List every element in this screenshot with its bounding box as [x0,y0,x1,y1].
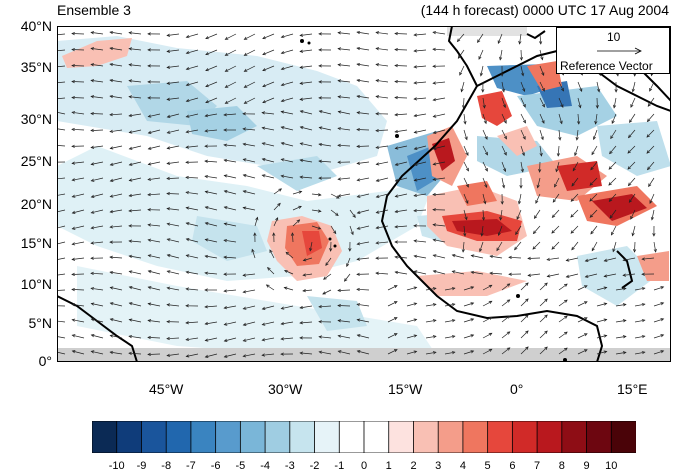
plot-title-left: Ensemble 3 [57,2,131,18]
colorbar-tick-label: -9 [129,460,155,472]
colorbar-swatch [389,421,414,453]
reference-vector-legend: 10 Reference Vector [556,27,670,74]
y-tick-label: 15°N [21,235,52,251]
colorbar-swatch [463,421,488,453]
y-tick-label: 10°N [21,276,52,292]
y-tick-label: 30°N [21,111,52,127]
colorbar-tick-label: -3 [277,460,303,472]
plot-title-right: (144 h forecast) 0000 UTC 17 Aug 2004 [421,2,669,18]
x-tick-label: 0° [510,381,523,397]
colorbar-tick-label: -5 [227,460,253,472]
colorbar-tick-label: -1 [326,460,352,472]
reference-vector-label: Reference Vector [560,59,653,73]
colorbar-tick-label: 7 [524,460,550,472]
colorbar-tick-label: 9 [574,460,600,472]
colorbar-tick-label: 8 [549,460,575,472]
colorbar-tick-label: 4 [450,460,476,472]
colorbar-swatch [117,421,142,453]
colorbar-swatch [587,421,612,453]
colorbar-swatch [512,421,537,453]
colorbar-swatch [364,421,389,453]
colorbar-swatch [438,421,463,453]
colorbar-tick-label: -6 [203,460,229,472]
colorbar-swatches [92,421,636,453]
plot-frame [57,26,671,362]
y-tick-label: 20°N [21,196,52,212]
colorbar-swatch [265,421,290,453]
x-tick-label: 30°W [268,381,302,397]
y-tick-label: 35°N [21,59,52,75]
colorbar [92,421,636,458]
colorbar-tick-label: -4 [252,460,278,472]
y-tick-label: 5°N [29,315,53,331]
colorbar-swatch [216,421,241,453]
colorbar-swatch [537,421,562,453]
colorbar-swatch [413,421,438,453]
colorbar-tick-label: 10 [598,460,624,472]
x-tick-label: 15°W [388,381,422,397]
x-tick-label: 45°W [149,381,183,397]
x-tick-label: 15°E [617,381,648,397]
colorbar-swatch [339,421,364,453]
colorbar-tick-label: 1 [376,460,402,472]
colorbar-tick-label: 3 [425,460,451,472]
colorbar-tick-label: 5 [475,460,501,472]
colorbar-swatch [290,421,315,453]
colorbar-swatch [166,421,191,453]
colorbar-swatch [562,421,587,453]
colorbar-swatch [92,421,117,453]
y-tick-label: 25°N [21,153,52,169]
y-tick-label: 40°N [21,18,52,34]
reference-vector-magnitude: 10 [607,30,620,44]
colorbar-tick-label: -10 [104,460,130,472]
colorbar-swatch [191,421,216,453]
reference-arrow-icon [595,46,645,56]
colorbar-tick-label: 6 [499,460,525,472]
y-tick-label: 0° [39,353,52,369]
colorbar-tick-label: 2 [401,460,427,472]
colorbar-swatch [240,421,265,453]
colorbar-tick-label: -7 [178,460,204,472]
colorbar-tick-label: 0 [351,460,377,472]
colorbar-swatch [488,421,513,453]
colorbar-tick-label: -8 [153,460,179,472]
colorbar-swatch [315,421,340,453]
colorbar-swatch [611,421,636,453]
colorbar-tick-label: -2 [302,460,328,472]
colorbar-swatch [141,421,166,453]
